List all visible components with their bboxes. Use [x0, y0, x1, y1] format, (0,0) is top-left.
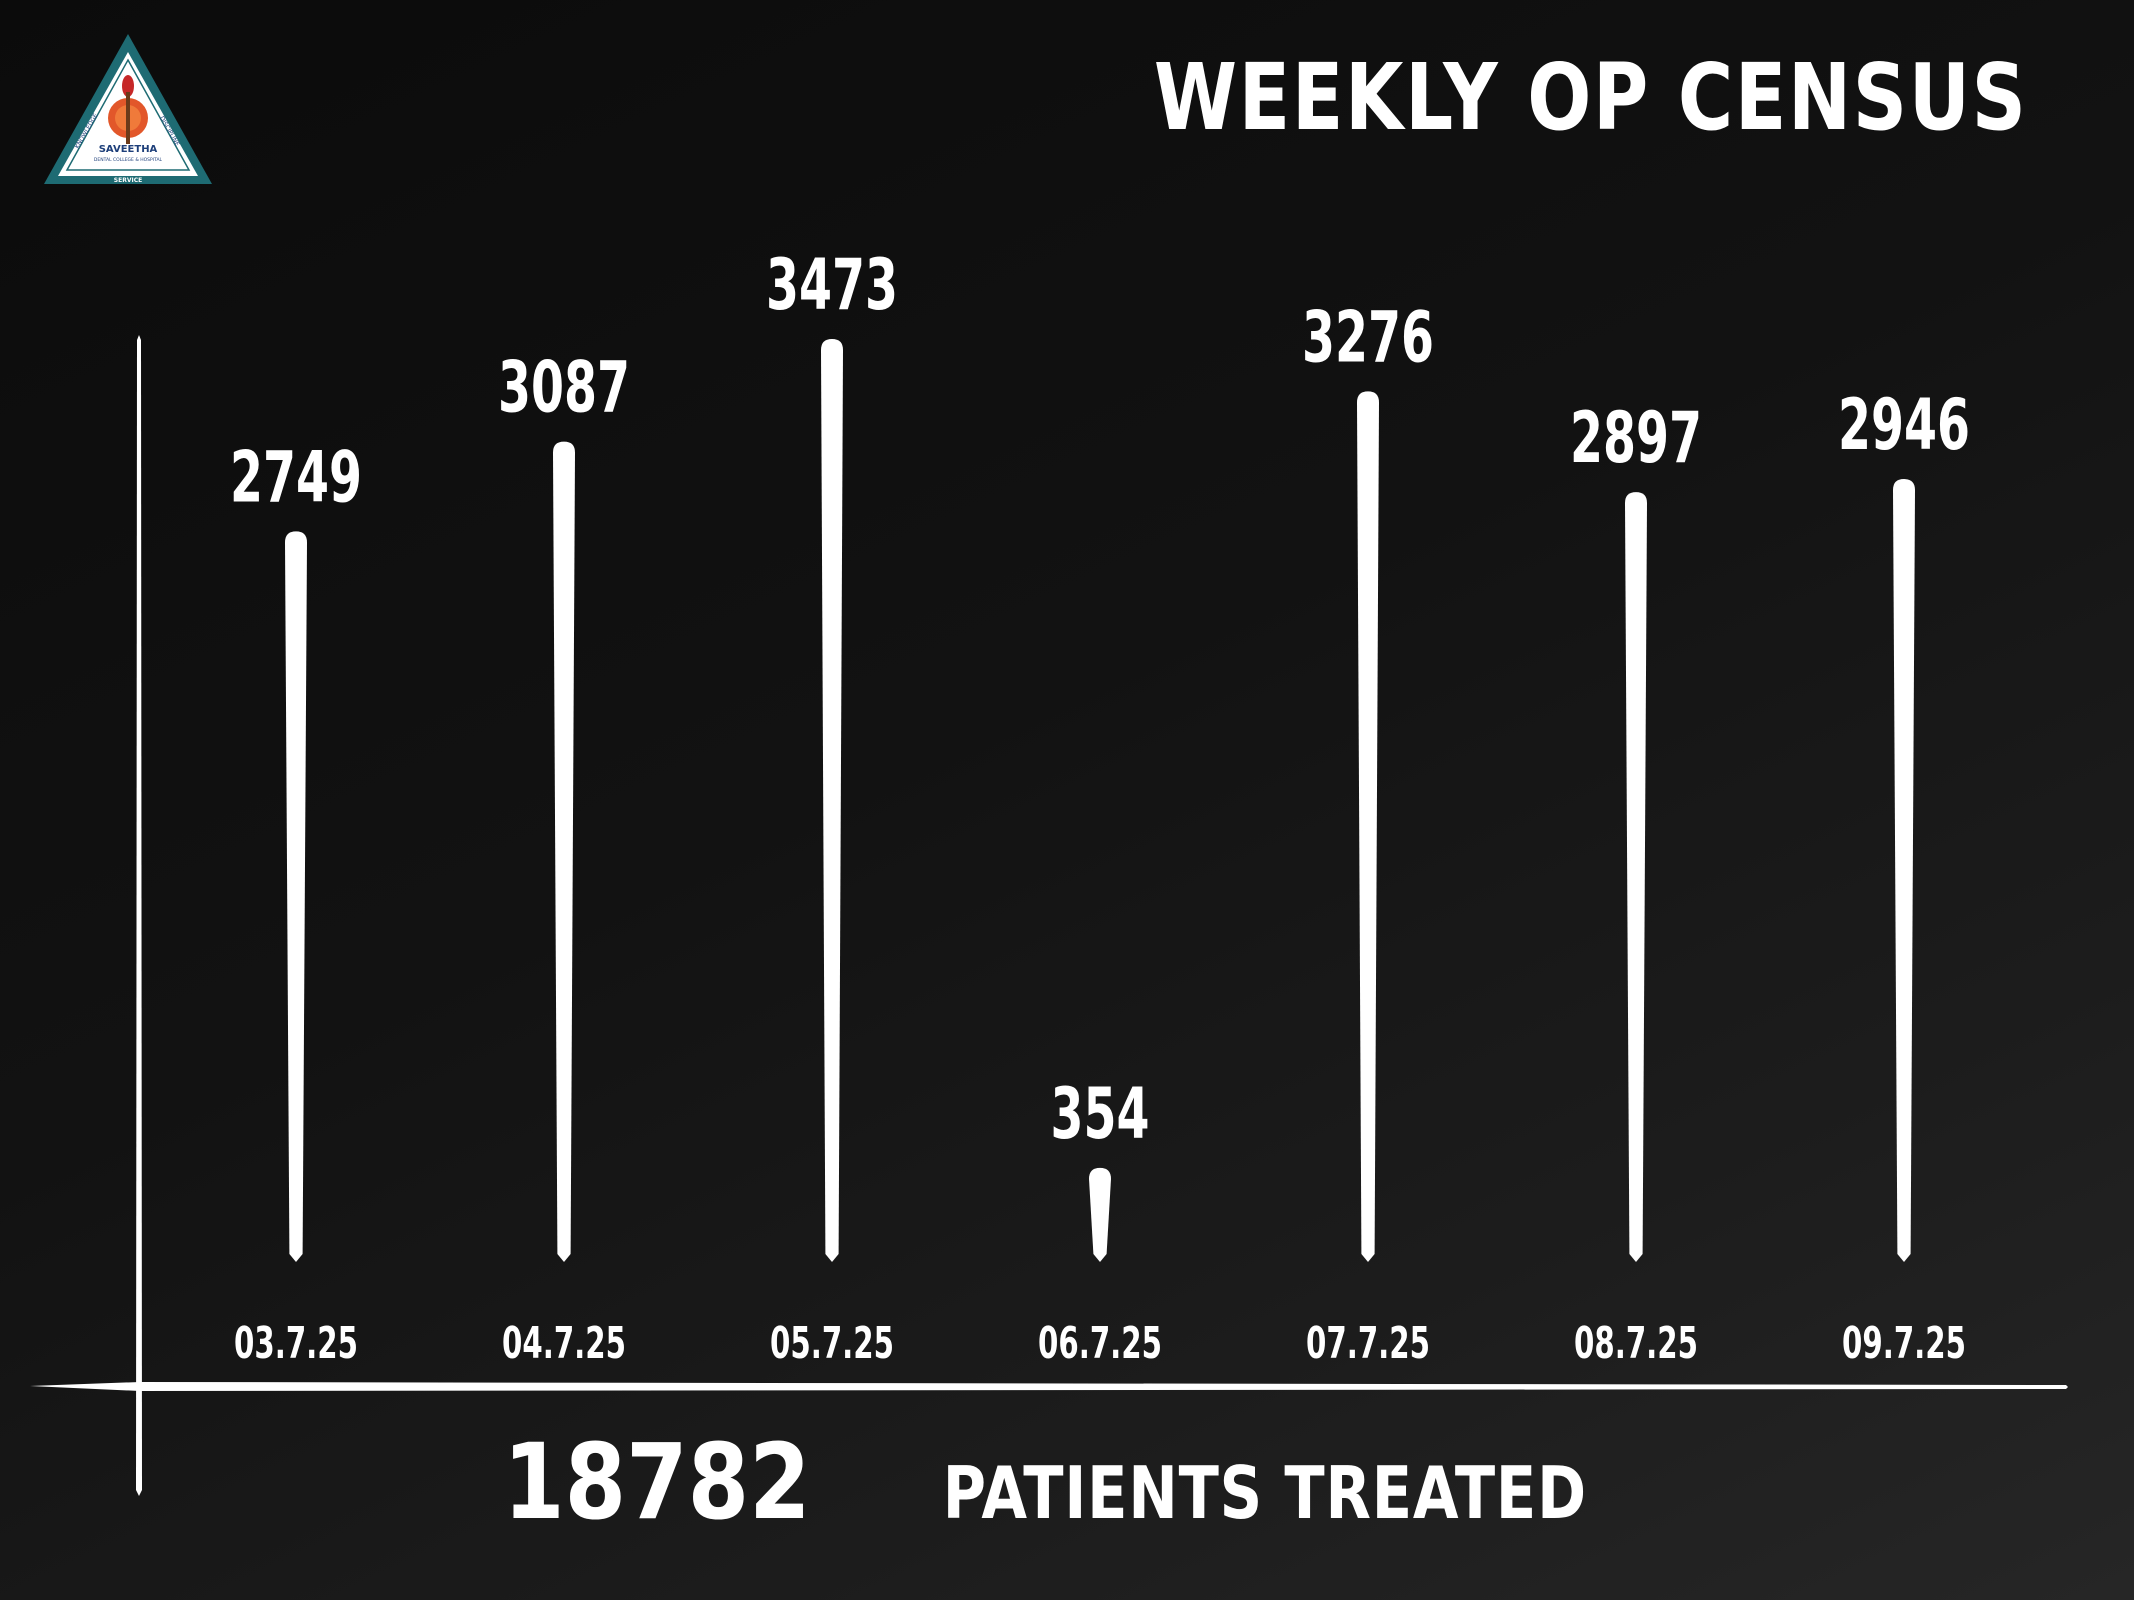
bar-05.7.25	[821, 339, 843, 1262]
x-tick-label: 06.7.25	[1038, 1318, 1162, 1369]
bar-07.7.25	[1357, 391, 1379, 1262]
bar-06.7.25	[1089, 1167, 1111, 1262]
x-tick-label: 04.7.25	[502, 1318, 626, 1369]
logo-word-service: SERVICE	[114, 177, 142, 184]
x-tick-label: 03.7.25	[234, 1318, 358, 1369]
x-tick-label: 09.7.25	[1842, 1318, 1966, 1369]
emblem-icon	[108, 75, 148, 144]
bar-value-label: 3276	[1302, 296, 1434, 378]
logo-name: SAVEETHA	[99, 144, 158, 155]
total-patients-value: 18782	[503, 1421, 811, 1543]
x-tick-label: 07.7.25	[1306, 1318, 1430, 1369]
bar-04.7.25	[553, 441, 575, 1262]
bar-value-label: 2749	[230, 436, 362, 518]
x-tick-label: 08.7.25	[1574, 1318, 1698, 1369]
bar-value-label: 2897	[1570, 397, 1702, 479]
saveetha-logo: SAVEETHA DENTAL COLLEGE & HOSPITAL KNOWL…	[44, 34, 212, 184]
chart-title: WEEKLY OP CENSUS	[1154, 44, 2028, 151]
bar-08.7.25	[1625, 492, 1647, 1262]
bar-03.7.25	[285, 531, 307, 1262]
x-tick-label: 05.7.25	[770, 1318, 894, 1369]
logo-subtitle: DENTAL COLLEGE & HOSPITAL	[94, 157, 163, 163]
total-summary: 18782 PATIENTS TREATED	[0, 1430, 2134, 1534]
chart-axes	[30, 335, 2068, 1496]
total-patients-label: PATIENTS TREATED	[942, 1451, 1588, 1535]
bar-09.7.25	[1893, 479, 1915, 1262]
x-axis-line	[30, 1382, 2068, 1391]
bar-value-label: 354	[1051, 1073, 1150, 1155]
bar-value-label: 3087	[498, 347, 630, 429]
y-axis-line	[136, 335, 142, 1496]
bar-value-label: 2946	[1838, 384, 1970, 466]
bar-value-label: 3473	[766, 244, 898, 326]
